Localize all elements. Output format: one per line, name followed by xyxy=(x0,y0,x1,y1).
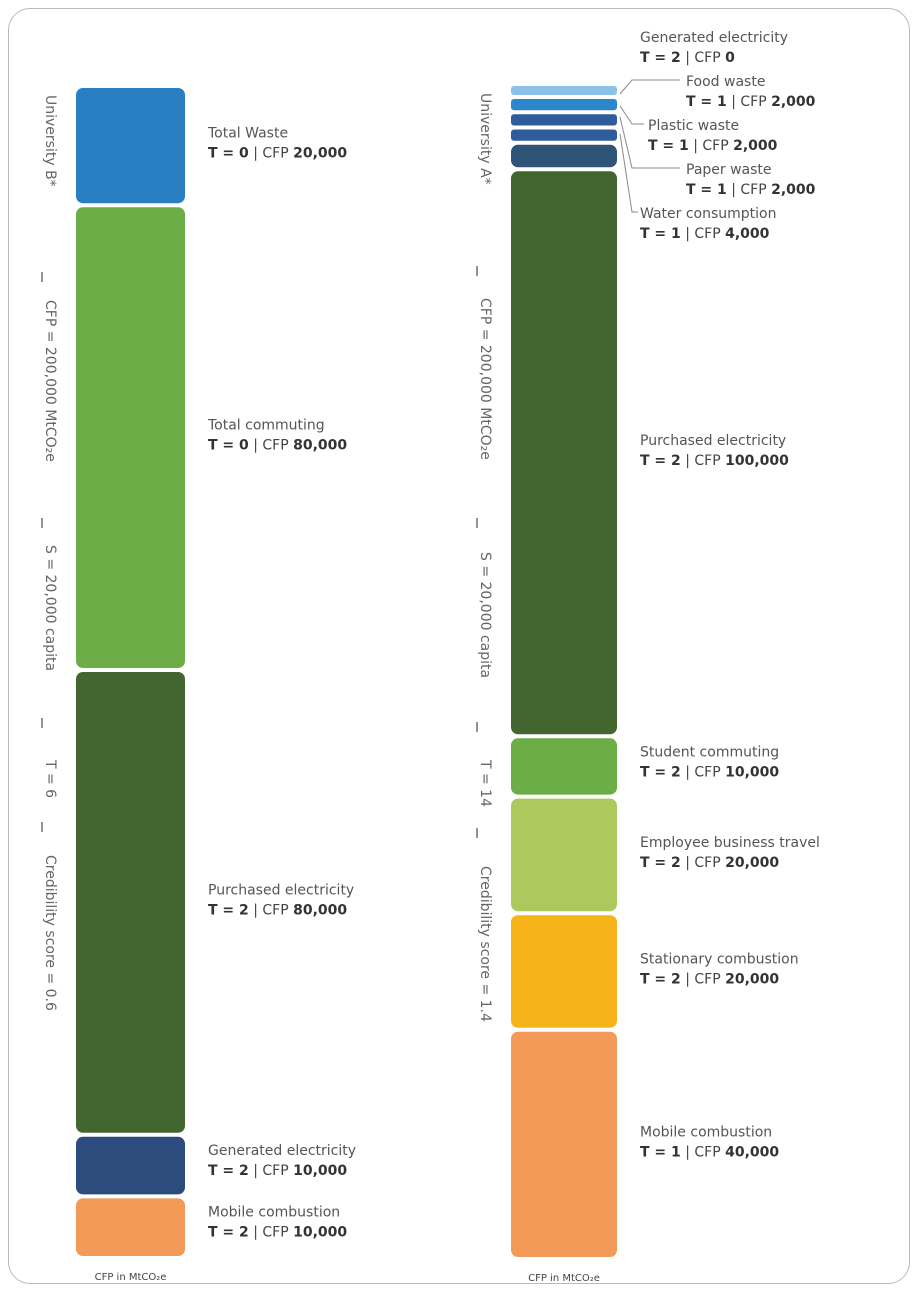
segment-label-purchased-electricity: Purchased electricity xyxy=(640,433,786,449)
leader-line xyxy=(619,79,680,95)
bar-segment-food-waste xyxy=(511,99,617,111)
bar-segment-student-commuting xyxy=(511,738,617,795)
segment-value-food-waste: T = 1 | CFP 2,000 xyxy=(686,94,816,110)
bar-segment-plastic-waste xyxy=(511,114,617,126)
side-caption-cfp: CFP = 200,000 MtCO₂e xyxy=(477,298,493,460)
figure-frame xyxy=(8,8,910,1284)
bar-segment-mobile-combustion xyxy=(76,1198,185,1256)
segment-label-mobile-combustion: Mobile combustion xyxy=(640,1124,772,1140)
segment-label-water-consumption: Water consumption xyxy=(640,206,776,222)
side-caption-size: S = 20,000 capita xyxy=(477,552,493,678)
bar-segment-total-waste xyxy=(76,88,185,204)
segment-label-mobile-combustion: Mobile combustion xyxy=(208,1204,340,1220)
segment-value-water-consumption: T = 1 | CFP 4,000 xyxy=(640,226,770,242)
segment-label-generated-electricity: Generated electricity xyxy=(640,30,788,46)
bar-segment-total-commuting xyxy=(76,207,185,668)
leader-line xyxy=(619,133,638,213)
segment-value-mobile-combustion: T = 2 | CFP 10,000 xyxy=(208,1224,347,1240)
unit-label: CFP in MtCO₂e xyxy=(528,1273,600,1284)
segment-value-generated-electricity: T = 2 | CFP 10,000 xyxy=(208,1163,347,1179)
segment-label-generated-electricity: Generated electricity xyxy=(208,1143,356,1159)
segment-label-purchased-electricity: Purchased electricity xyxy=(208,882,354,898)
segment-label-stationary-combustion: Stationary combustion xyxy=(640,952,799,968)
segment-value-stationary-combustion: T = 2 | CFP 20,000 xyxy=(640,972,779,988)
segment-label-total-waste: Total Waste xyxy=(207,126,288,142)
side-caption-t: T = 6 xyxy=(42,759,58,798)
side-caption-t: T = 14 xyxy=(477,759,493,807)
bar-segment-stationary-combustion xyxy=(511,915,617,1028)
segment-value-mobile-combustion: T = 1 | CFP 40,000 xyxy=(640,1144,779,1160)
segment-value-generated-electricity: T = 2 | CFP 0 xyxy=(640,50,735,66)
side-caption-credibility: Credibility score = 1.4 xyxy=(477,866,493,1022)
segment-value-student-commuting: T = 2 | CFP 10,000 xyxy=(640,764,779,780)
segment-label-paper-waste: Paper waste xyxy=(686,162,772,178)
segment-label-total-commuting: Total commuting xyxy=(207,418,325,434)
segment-label-student-commuting: Student commuting xyxy=(640,744,779,760)
segment-value-purchased-electricity: T = 2 | CFP 80,000 xyxy=(208,902,347,918)
bar-segment-water-consumption xyxy=(511,144,617,168)
segment-value-paper-waste: T = 1 | CFP 2,000 xyxy=(686,182,816,198)
segment-value-employee-business-travel: T = 2 | CFP 20,000 xyxy=(640,855,779,871)
segment-label-employee-business-travel: Employee business travel xyxy=(640,835,820,851)
leader-line xyxy=(619,105,644,125)
university-a-group: Generated electricity T = 2 | CFP 0 Food w… xyxy=(476,30,820,1284)
bar-segment-purchased-electricity xyxy=(76,672,185,1133)
side-caption-cfp: CFP = 200,000 MtCO₂e xyxy=(42,300,58,462)
unit-label: CFP in MtCO₂e xyxy=(95,1272,167,1283)
university-b-group: Total Waste T = 0 | CFP 20,000 Total commu… xyxy=(41,88,356,1283)
leader-line xyxy=(619,116,680,169)
side-caption-name: University B* xyxy=(42,95,58,187)
bar-segment-paper-waste xyxy=(511,129,617,141)
segment-label-plastic-waste: Plastic waste xyxy=(648,118,739,134)
bar-segment-generated-electricity xyxy=(76,1136,185,1195)
bar-segment-generated-electricity xyxy=(511,86,617,95)
side-caption-size: S = 20,000 capita xyxy=(42,545,58,671)
bar-segment-purchased-electricity xyxy=(511,171,617,735)
segment-value-purchased-electricity: T = 2 | CFP 100,000 xyxy=(640,453,789,469)
side-caption-name: University A* xyxy=(477,93,493,185)
segment-label-food-waste: Food waste xyxy=(686,74,765,90)
bar-segment-mobile-combustion xyxy=(511,1031,617,1257)
segment-value-total-commuting: T = 0 | CFP 80,000 xyxy=(208,438,347,454)
segment-value-total-waste: T = 0 | CFP 20,000 xyxy=(208,146,347,162)
segment-value-plastic-waste: T = 1 | CFP 2,000 xyxy=(648,138,778,154)
bar-segment-employee-business-travel xyxy=(511,798,617,912)
side-caption-credibility: Credibility score = 0.6 xyxy=(42,855,58,1011)
